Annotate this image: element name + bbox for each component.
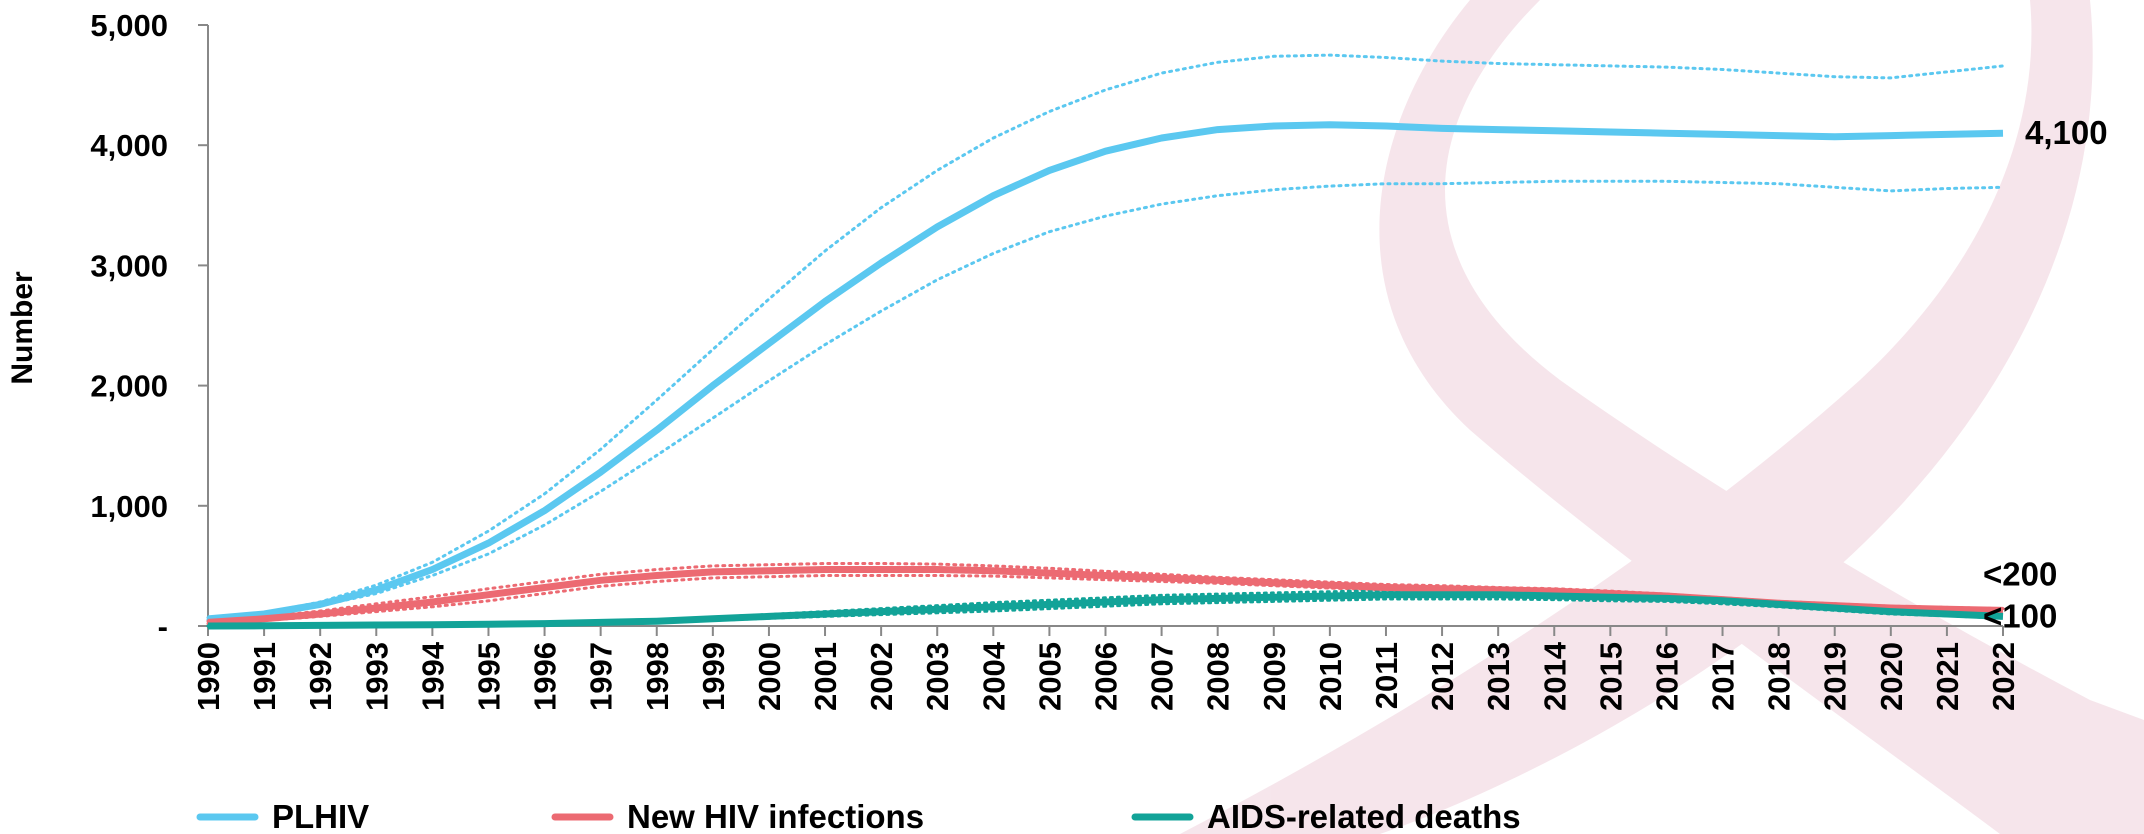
y-tick-label: 2,000	[90, 369, 168, 404]
x-tick-label: 2011	[1369, 642, 1404, 709]
x-tick-label: 2021	[1930, 642, 1965, 711]
x-tick-label: 2013	[1481, 642, 1516, 711]
legend-label: New HIV infections	[627, 798, 924, 834]
end-label: <200	[1983, 555, 2057, 592]
end-label: <100	[1983, 597, 2057, 634]
x-tick-label: 1995	[471, 642, 506, 711]
x-tick-label: 2016	[1649, 642, 1684, 711]
x-tick-label: 1990	[191, 642, 226, 711]
y-tick-label: -	[158, 609, 168, 644]
x-tick-label: 2003	[920, 642, 955, 711]
series-line	[207, 591, 2004, 630]
series-line	[207, 121, 2004, 623]
x-tick-label: 1994	[415, 641, 450, 711]
x-tick-label: 2007	[1145, 642, 1180, 711]
y-tick-label: 5,000	[90, 8, 168, 43]
x-tick-label: 2006	[1089, 642, 1124, 711]
x-tick-label: 2014	[1537, 641, 1572, 711]
end-label: 4,100	[2025, 114, 2108, 151]
x-tick-label: 1998	[640, 642, 675, 711]
x-tick-label: 2018	[1762, 642, 1797, 711]
x-tick-label: 2001	[808, 642, 843, 711]
x-tick-label: 2010	[1313, 642, 1348, 711]
y-tick-label: 3,000	[90, 248, 168, 283]
x-tick-label: 2004	[976, 641, 1011, 711]
x-tick-label: 2012	[1425, 642, 1460, 711]
x-tick-label: 1991	[247, 642, 282, 711]
legend-label: PLHIV	[272, 798, 369, 834]
x-tick-label: 1992	[303, 642, 338, 711]
x-tick-label: 2009	[1257, 642, 1292, 711]
x-tick-label: 2015	[1593, 642, 1628, 711]
x-tick-label: 2002	[864, 642, 899, 711]
y-tick-label: 4,000	[90, 128, 168, 163]
x-tick-label: 2022	[1986, 642, 2021, 711]
x-tick-label: 2005	[1032, 642, 1067, 711]
x-tick-label: 1993	[359, 642, 394, 711]
bound-line	[206, 179, 2005, 622]
x-tick-label: 1996	[528, 642, 563, 711]
bound-line	[206, 53, 2005, 620]
x-tick-label: 2000	[752, 642, 787, 711]
x-tick-label: 2008	[1201, 642, 1236, 711]
x-tick-label: 2017	[1706, 642, 1741, 711]
y-tick-label: 1,000	[90, 489, 168, 524]
x-tick-label: 2020	[1874, 642, 1909, 711]
y-axis-title: Number	[6, 271, 39, 385]
x-tick-label: 1999	[696, 642, 731, 711]
x-tick-label: 1997	[584, 642, 619, 711]
bound-line	[206, 597, 2005, 628]
legend-label: AIDS-related deaths	[1207, 798, 1521, 834]
x-tick-label: 2019	[1818, 642, 1853, 711]
